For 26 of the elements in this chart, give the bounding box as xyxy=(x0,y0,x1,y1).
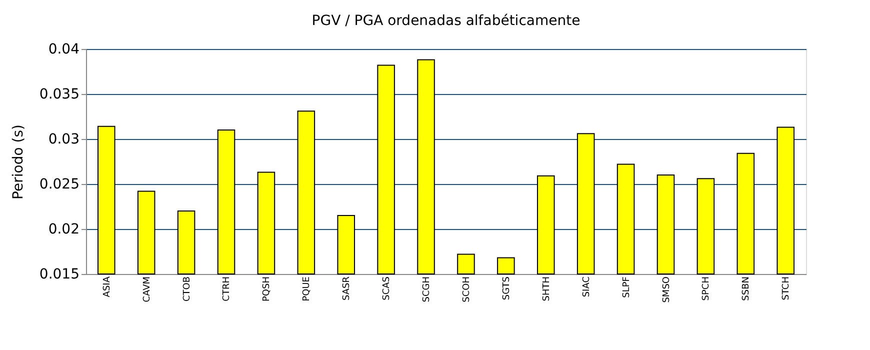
x-tick-label: SCGH xyxy=(422,276,432,302)
x-tick-label: SMSO xyxy=(662,276,672,303)
x-tick-label: ASIA xyxy=(102,276,112,298)
y-tick-label: 0.03 xyxy=(48,132,80,148)
y-tick-label: 0.02 xyxy=(48,222,80,238)
x-tick-label: SPCH xyxy=(702,276,712,301)
x-tick-label: SCAS xyxy=(382,276,392,300)
x-tick-label: CTOB xyxy=(182,276,192,302)
x-tick-label: CAVM xyxy=(142,276,152,302)
y-tick-label: 0.035 xyxy=(39,86,80,102)
x-tick-label: SCOH xyxy=(462,276,472,302)
x-tick-label: PQSH xyxy=(262,276,272,302)
x-tick-label: SLPF xyxy=(622,276,632,298)
chart-title: PGV / PGA ordenadas alfabéticamente xyxy=(312,13,580,29)
y-tick-label: 0.04 xyxy=(48,42,80,58)
x-tick-label: PQUE xyxy=(302,276,312,302)
y-tick-label: 0.015 xyxy=(39,266,80,282)
x-tick-label: SSBN xyxy=(742,276,752,301)
x-tick-label: SASR xyxy=(342,276,352,301)
x-tick-label: SIAC xyxy=(582,276,592,298)
x-tick-label: CTRH xyxy=(222,276,232,302)
y-tick-label: 0.025 xyxy=(39,176,80,192)
x-tick-label: SGTS xyxy=(502,276,512,300)
y-axis-title: Periodo (s) xyxy=(10,124,26,200)
x-tick-label: SHTH xyxy=(542,276,552,302)
x-tick-label: STCH xyxy=(782,276,792,300)
